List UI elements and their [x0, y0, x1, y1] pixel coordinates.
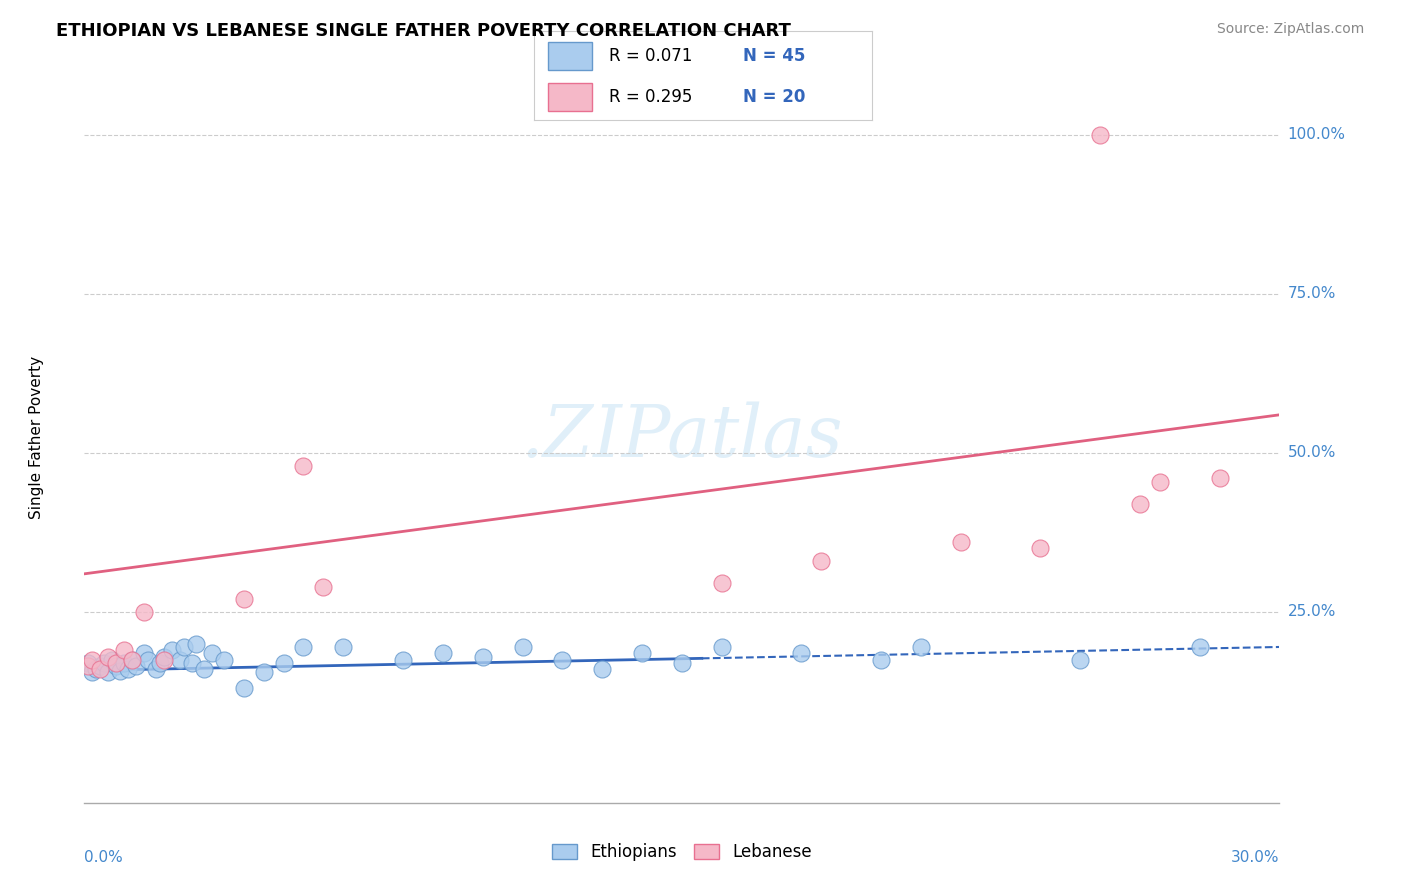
Text: N = 20: N = 20 — [744, 88, 806, 106]
Point — [292, 640, 315, 654]
Point — [1209, 471, 1232, 485]
Point — [1129, 497, 1152, 511]
Text: ETHIOPIAN VS LEBANESE SINGLE FATHER POVERTY CORRELATION CHART: ETHIOPIAN VS LEBANESE SINGLE FATHER POVE… — [56, 22, 792, 40]
Point — [112, 656, 135, 670]
Point — [232, 681, 254, 696]
Point — [145, 662, 167, 676]
Point — [551, 653, 574, 667]
Point — [86, 662, 108, 676]
Point — [201, 646, 224, 660]
Point — [105, 656, 128, 670]
FancyBboxPatch shape — [548, 83, 592, 112]
Point — [870, 653, 893, 667]
Point — [710, 576, 733, 591]
Point — [312, 580, 335, 594]
Point — [910, 640, 932, 654]
Point — [949, 535, 972, 549]
Point — [105, 659, 128, 673]
Point — [292, 458, 315, 473]
Point — [132, 646, 156, 660]
Point — [232, 592, 254, 607]
Point — [132, 605, 156, 619]
Point — [432, 646, 454, 660]
Point — [471, 649, 494, 664]
Point — [121, 653, 143, 667]
Point — [591, 662, 613, 676]
Point — [273, 656, 295, 670]
Point — [77, 656, 100, 670]
Point — [181, 656, 204, 670]
Text: R = 0.071: R = 0.071 — [609, 47, 692, 65]
Text: .ZIPatlas: .ZIPatlas — [520, 401, 844, 473]
Point — [149, 656, 172, 670]
Point — [184, 637, 207, 651]
Point — [97, 665, 120, 680]
Point — [121, 653, 143, 667]
Point — [173, 640, 195, 654]
Text: 100.0%: 100.0% — [1288, 128, 1346, 143]
Point — [117, 662, 139, 676]
Point — [193, 662, 215, 676]
Point — [253, 665, 276, 680]
Text: Source: ZipAtlas.com: Source: ZipAtlas.com — [1216, 22, 1364, 37]
Point — [710, 640, 733, 654]
Point — [671, 656, 693, 670]
Point — [1069, 653, 1091, 667]
Point — [1188, 640, 1211, 654]
FancyBboxPatch shape — [548, 42, 592, 70]
Text: N = 45: N = 45 — [744, 47, 806, 65]
Legend: Ethiopians, Lebanese: Ethiopians, Lebanese — [546, 837, 818, 868]
Text: 50.0%: 50.0% — [1288, 445, 1336, 460]
Point — [392, 653, 415, 667]
Text: 30.0%: 30.0% — [1232, 850, 1279, 865]
Point — [89, 662, 111, 676]
Point — [212, 653, 235, 667]
Point — [332, 640, 354, 654]
Point — [110, 664, 132, 678]
Point — [1029, 541, 1052, 556]
Point — [169, 653, 191, 667]
Point — [89, 659, 111, 673]
Point — [512, 640, 534, 654]
Point — [153, 653, 176, 667]
Point — [1149, 475, 1171, 489]
Text: 0.0%: 0.0% — [84, 850, 124, 865]
Point — [82, 665, 104, 680]
Text: R = 0.295: R = 0.295 — [609, 88, 692, 106]
Point — [93, 656, 115, 670]
Point — [82, 653, 104, 667]
Point — [136, 653, 159, 667]
Point — [631, 646, 654, 660]
Text: 75.0%: 75.0% — [1288, 286, 1336, 301]
Point — [125, 659, 148, 673]
Point — [153, 649, 176, 664]
Point — [101, 653, 124, 667]
Point — [790, 646, 813, 660]
Point — [97, 649, 120, 664]
Point — [160, 643, 183, 657]
Text: 25.0%: 25.0% — [1288, 605, 1336, 619]
Point — [1090, 128, 1112, 142]
Point — [77, 659, 100, 673]
Text: Single Father Poverty: Single Father Poverty — [30, 356, 44, 518]
Point — [112, 643, 135, 657]
Point — [810, 554, 832, 568]
